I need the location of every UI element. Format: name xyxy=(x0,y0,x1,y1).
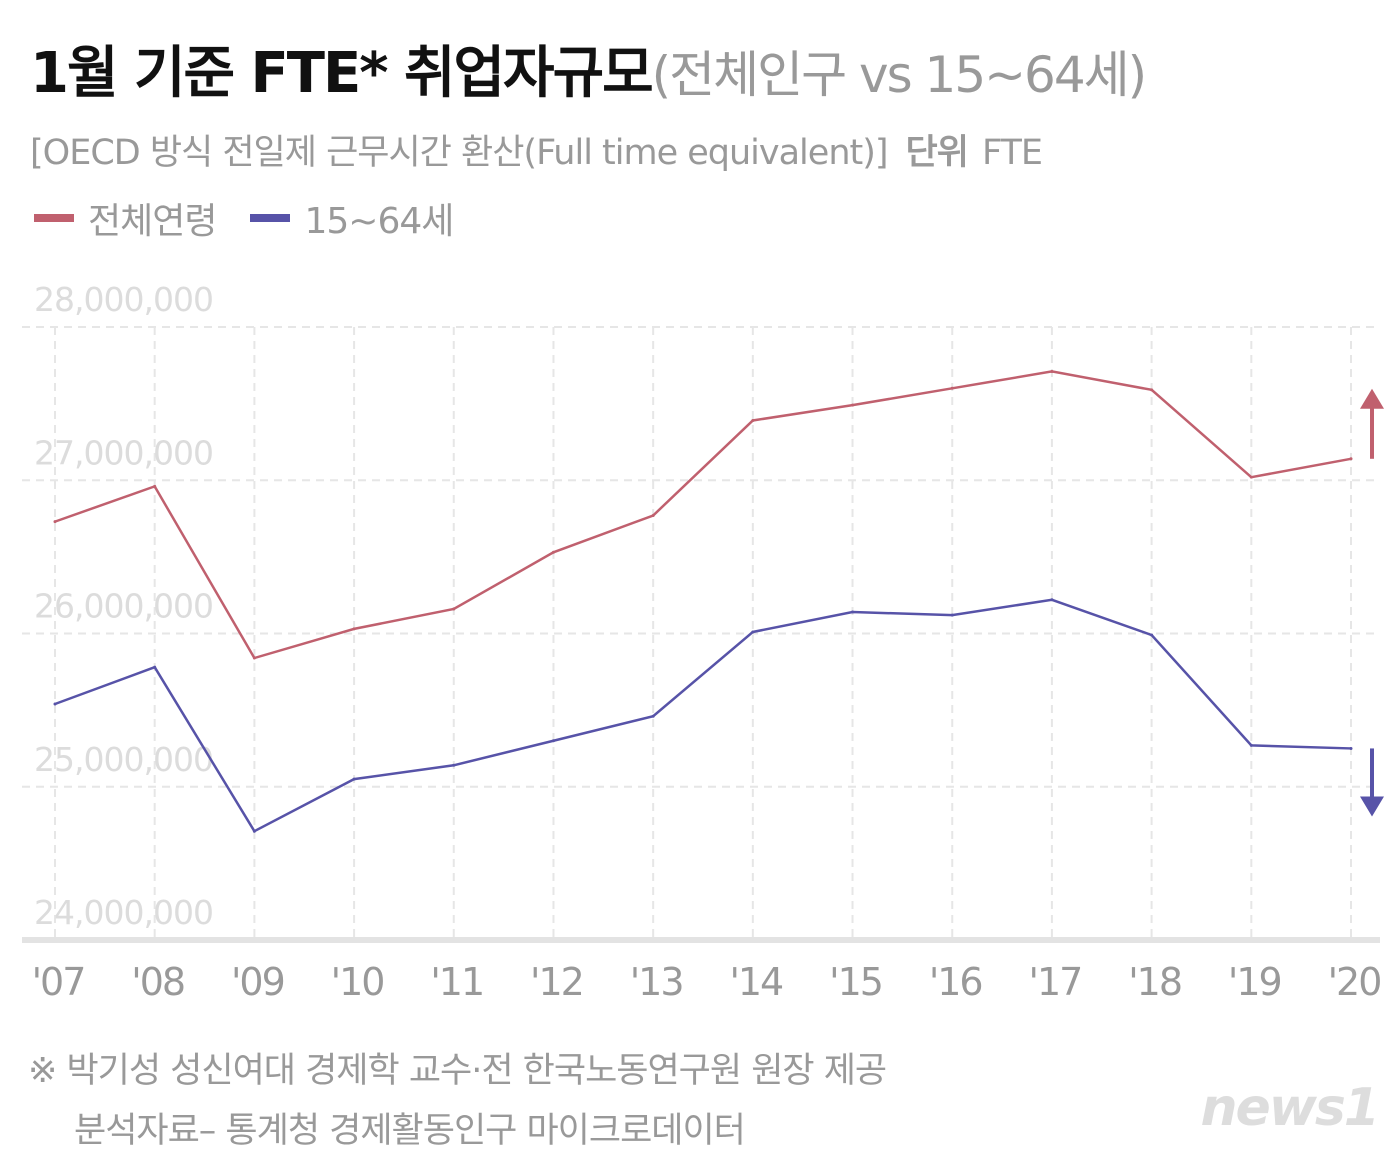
legend-item-all: 전체연령 xyxy=(34,192,217,244)
data-point xyxy=(1150,633,1154,637)
subtitle-text: [OECD 방식 전일제 근무시간 환산(Full time equivalen… xyxy=(30,133,889,173)
title-sub: (전체인구 vs 15~64세) xyxy=(651,46,1148,104)
x-tick-label: '07 xyxy=(32,960,85,1004)
data-point xyxy=(452,763,456,767)
series-line-15-64 xyxy=(54,598,1352,833)
legend: 전체연령 15~64세 xyxy=(34,192,487,244)
data-point xyxy=(551,739,555,743)
data-point xyxy=(950,613,954,617)
x-tick-label: '10 xyxy=(331,960,384,1004)
data-point xyxy=(1349,746,1353,750)
data-point xyxy=(1150,388,1154,392)
data-point xyxy=(851,610,855,614)
source-note: ※ 박기성 성신여대 경제학 교수·전 한국노동연구원 원장 제공 xyxy=(28,1051,887,1091)
data-point xyxy=(1050,369,1054,373)
data-point xyxy=(53,702,57,706)
data-point xyxy=(751,630,755,634)
y-tick-label: 26,000,000 xyxy=(34,587,213,626)
data-point xyxy=(1349,457,1353,461)
data-point xyxy=(551,550,555,554)
chart-subtitle: [OECD 방식 전일제 근무시간 환산(Full time equivalen… xyxy=(30,124,1043,175)
x-tick-label: '09 xyxy=(231,960,284,1004)
y-tick-label: 25,000,000 xyxy=(34,740,213,779)
data-point xyxy=(651,513,655,517)
x-tick-label: '19 xyxy=(1228,960,1281,1004)
title-main: 1월 기준 FTE* 취업자규모 xyxy=(30,41,654,106)
data-point xyxy=(53,520,57,524)
trend-up-arrow-icon xyxy=(1360,388,1384,409)
x-tick-label: '13 xyxy=(630,960,683,1004)
x-tick-label: '20 xyxy=(1328,960,1381,1004)
x-tick-label: '16 xyxy=(929,960,982,1004)
data-point xyxy=(651,714,655,718)
y-tick-label: 27,000,000 xyxy=(34,433,213,472)
trend-down-arrow-icon xyxy=(1360,796,1384,817)
series-line-all-ages xyxy=(54,370,1352,660)
data-point xyxy=(751,418,755,422)
legend-swatch xyxy=(34,214,74,222)
unit-label: 단위 xyxy=(905,133,969,173)
unit-value: FTE xyxy=(981,133,1043,173)
data-source-note: 분석자료– 통계청 경제활동인구 마이크로데이터 xyxy=(74,1111,746,1151)
news1-logo: news1 xyxy=(1200,1078,1380,1138)
data-point xyxy=(452,607,456,611)
data-point xyxy=(153,665,157,669)
chart-title: 1월 기준 FTE* 취업자규모(전체인구 vs 15~64세) xyxy=(30,28,1148,109)
legend-label: 전체연령 xyxy=(88,201,217,242)
y-tick-label: 24,000,000 xyxy=(34,893,213,932)
x-tick-label: '12 xyxy=(530,960,583,1004)
data-point xyxy=(153,484,157,488)
data-point xyxy=(352,627,356,631)
x-tick-label: '11 xyxy=(430,960,483,1004)
data-point xyxy=(950,386,954,390)
x-tick-label: '17 xyxy=(1029,960,1082,1004)
legend-swatch xyxy=(250,214,291,222)
x-tick-label: '18 xyxy=(1128,960,1181,1004)
data-point xyxy=(252,656,256,660)
data-point xyxy=(1249,743,1253,747)
data-point xyxy=(1050,598,1054,602)
x-tick-label: '15 xyxy=(829,960,882,1004)
legend-item-15-64: 15~64세 xyxy=(250,192,454,244)
data-point xyxy=(352,777,356,781)
data-point xyxy=(252,829,256,833)
x-tick-label: '08 xyxy=(131,960,184,1004)
x-tick-label: '14 xyxy=(729,960,783,1004)
data-point xyxy=(851,403,855,407)
y-tick-label: 28,000,000 xyxy=(34,280,213,319)
data-point xyxy=(1249,475,1253,479)
legend-label: 15~64세 xyxy=(304,201,454,242)
